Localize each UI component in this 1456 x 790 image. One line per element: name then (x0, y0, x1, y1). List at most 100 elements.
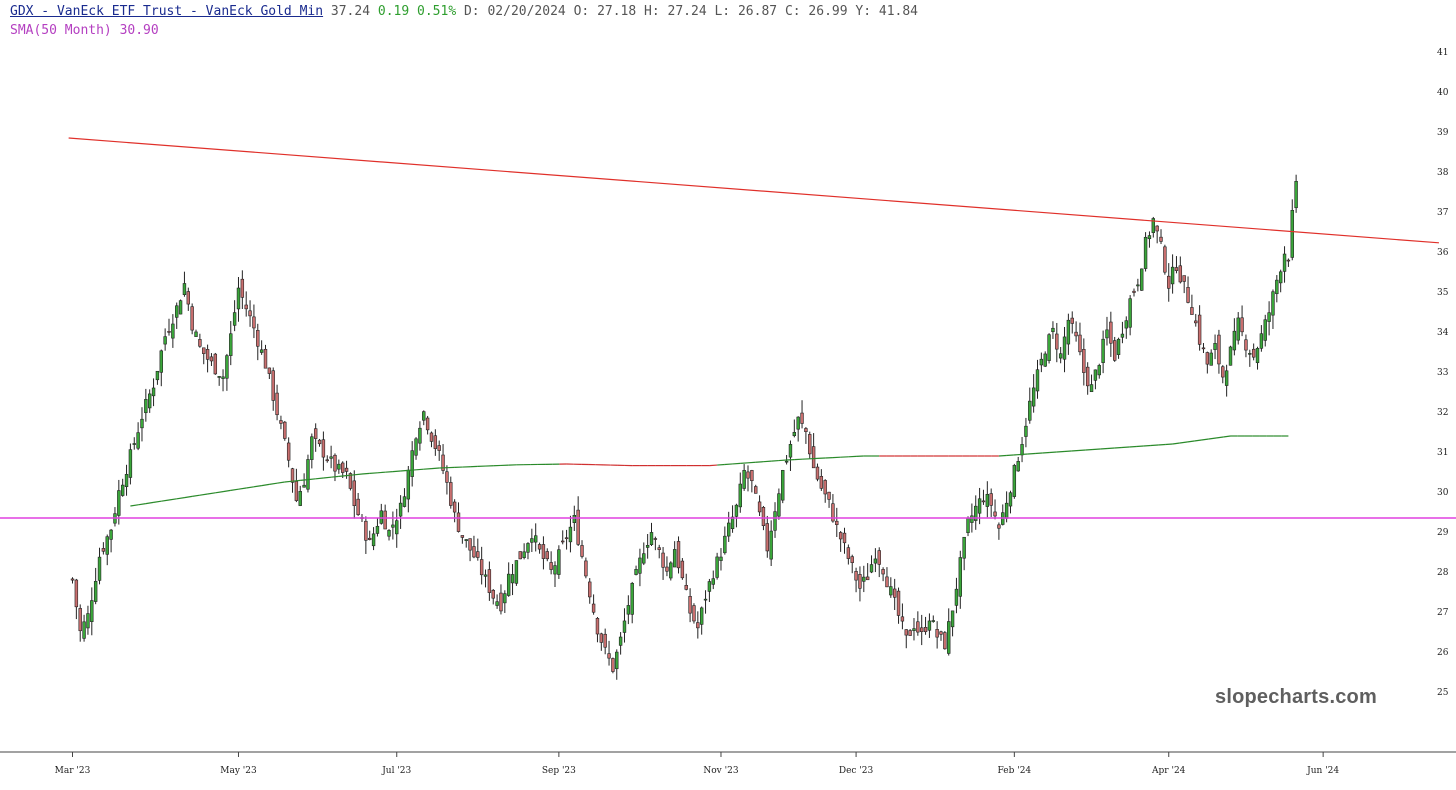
candle (927, 613, 932, 638)
candle-up (93, 581, 98, 602)
y-tick-label: 25 (1437, 688, 1449, 698)
sma-segment (253, 485, 262, 488)
candle (1028, 387, 1032, 424)
candle-down (279, 420, 283, 424)
candle (1105, 316, 1109, 346)
candle-up (645, 545, 650, 548)
candle-down (835, 520, 839, 525)
candle (792, 419, 797, 438)
candle (557, 545, 561, 579)
candle-up (958, 557, 963, 597)
candle-up (371, 533, 376, 547)
x-tick-label: Apr '24 (1151, 766, 1186, 776)
candle-down (78, 608, 82, 632)
candle (997, 522, 1001, 540)
candle (1286, 258, 1291, 267)
candle-up (1278, 271, 1283, 284)
candle (144, 388, 148, 422)
sma-segment (724, 463, 733, 466)
candle (395, 508, 399, 548)
candle-down (916, 621, 920, 633)
candle-down (904, 629, 908, 636)
candle (418, 421, 422, 451)
candle (1224, 364, 1229, 397)
candle (869, 555, 874, 574)
sma-segment (184, 495, 193, 499)
candle (136, 422, 140, 451)
overlay-lines (0, 137, 1456, 519)
sma-segment (361, 472, 370, 475)
candle (445, 465, 449, 495)
candle (325, 455, 329, 463)
candle (259, 340, 264, 355)
candle (337, 459, 341, 474)
candle-down (1251, 348, 1256, 358)
candle-down (892, 588, 897, 598)
candle-up (1031, 387, 1036, 407)
symbol-link[interactable]: GDX - VanEck ETF Trust - VanEck Gold Min (10, 4, 324, 19)
candle (128, 443, 133, 485)
candle-down (1055, 333, 1059, 350)
candle (491, 588, 495, 605)
candle-down (595, 618, 600, 635)
candle-down (167, 331, 171, 333)
candle (862, 565, 866, 593)
candle (1085, 362, 1090, 395)
candle (113, 507, 117, 527)
candle (464, 539, 468, 548)
candle-up (148, 393, 152, 409)
candle-down (205, 349, 210, 360)
candle-up (506, 573, 511, 596)
candle-down (1109, 321, 1113, 344)
candle (379, 503, 383, 525)
candle-up (669, 562, 673, 579)
candle (483, 569, 488, 588)
candle (120, 478, 125, 497)
sma-segment (284, 480, 293, 483)
candle-up (1263, 319, 1267, 341)
candle (657, 544, 661, 559)
candle (777, 488, 781, 520)
candle (313, 423, 318, 452)
candle (82, 614, 86, 642)
candle (711, 570, 715, 590)
candle (676, 536, 681, 574)
candle-up (1290, 210, 1294, 258)
candle (1213, 334, 1217, 360)
candle (205, 344, 210, 373)
candle-up (1209, 352, 1213, 366)
candle (622, 608, 627, 643)
x-tick-label: May '23 (220, 766, 257, 776)
candle (649, 522, 654, 547)
candle-up (985, 493, 990, 507)
candle-down (939, 631, 943, 635)
candle (703, 590, 708, 614)
candle (1055, 322, 1059, 363)
candle (591, 594, 596, 615)
x-tick-label: Nov '23 (703, 766, 738, 776)
candle-up (912, 628, 916, 631)
candle (124, 464, 129, 496)
sma-segment (269, 482, 278, 485)
candle-down (561, 540, 565, 543)
candle (217, 375, 221, 386)
candle (754, 484, 758, 494)
candle (286, 437, 291, 468)
candle (155, 370, 160, 385)
candle (1194, 313, 1198, 327)
candle (545, 548, 549, 562)
low-value: 26.87 (737, 4, 778, 19)
sma-segment (1027, 452, 1036, 455)
candle (78, 604, 82, 642)
candle-up (1058, 353, 1063, 359)
candle (1275, 275, 1279, 303)
candle-up (1051, 327, 1055, 333)
sma-indicator-label[interactable]: SMA(50 Month) 30.90 (10, 23, 159, 38)
sma-segment (222, 489, 231, 493)
candle-down (1221, 366, 1225, 378)
sma-segment (1078, 449, 1086, 452)
price-change-pct: 0.51% (417, 4, 457, 19)
y-tick-label: 39 (1437, 128, 1449, 138)
candle-down (479, 559, 484, 576)
